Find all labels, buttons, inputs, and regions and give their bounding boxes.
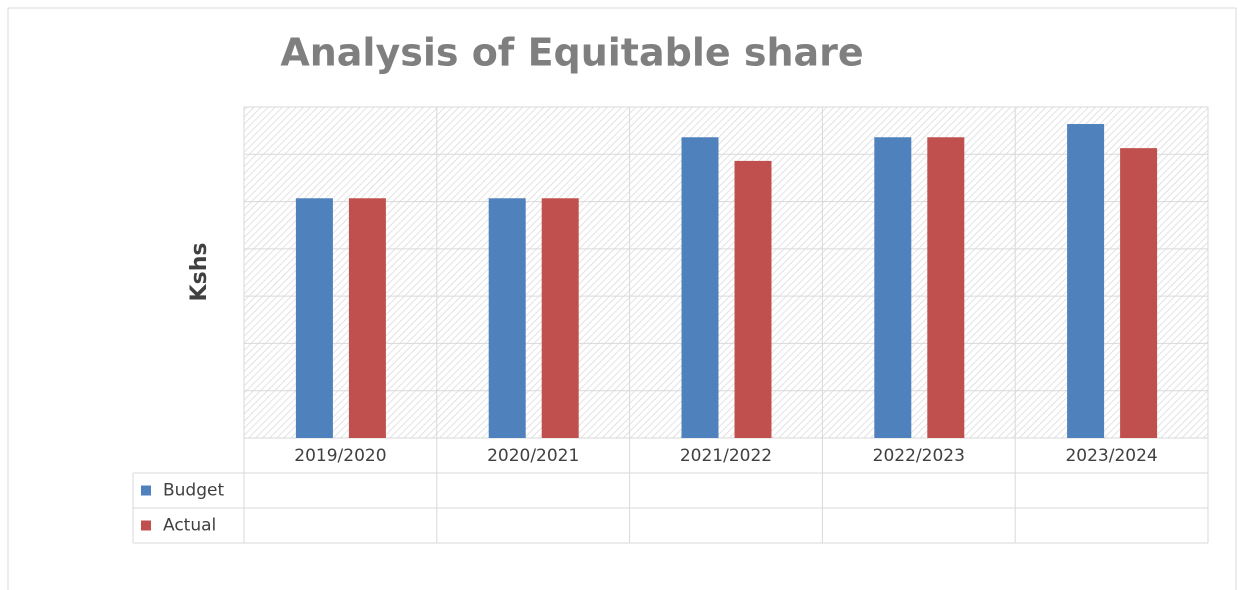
bar [1120,148,1158,439]
x-tick-label: 2020/2021 [487,446,579,466]
chart-title: Analysis of Equitable share [280,31,863,75]
bar [488,198,526,438]
x-tick-label: 2019/2020 [294,446,386,466]
y-axis-label: Kshs [187,243,212,302]
legend-swatch [141,485,151,496]
bar [348,198,386,438]
bar [1067,124,1105,438]
bar [874,137,912,438]
x-tick-label: 2023/2024 [1065,446,1157,466]
bar [541,198,579,438]
legend-label: Budget [163,481,224,501]
x-tick-label: 2021/2022 [680,446,772,466]
legend-label: Actual [163,516,216,536]
bar [681,137,719,438]
bar [734,160,772,439]
x-tick-label: 2022/2023 [873,446,965,466]
bar [295,198,333,438]
bar [927,137,965,438]
legend-swatch [141,520,151,531]
plot-area [243,106,1209,439]
